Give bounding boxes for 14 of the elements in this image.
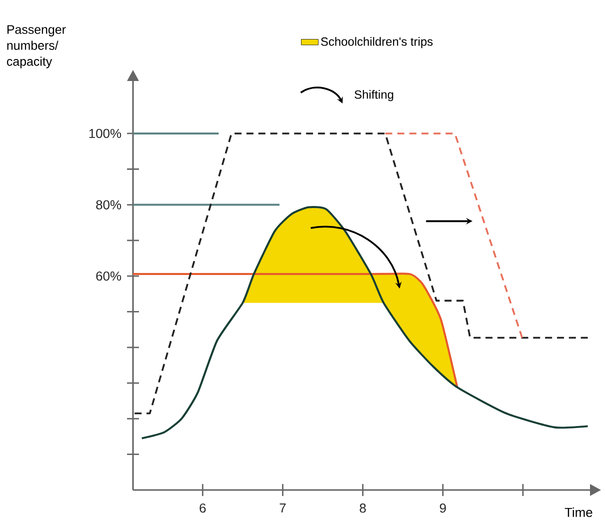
y-tick-label: 100% bbox=[89, 128, 122, 138]
y-tick-label: 60% bbox=[96, 271, 122, 281]
y-tick-label: 80% bbox=[96, 200, 122, 210]
x-tick-label: 9 bbox=[440, 503, 446, 513]
legend-label: Schoolchildren's trips bbox=[321, 37, 433, 48]
y-axis-title: Passenger numbers/ capacity bbox=[6, 25, 66, 68]
annotation: Shifting bbox=[354, 90, 394, 102]
x-axis-title: Time bbox=[564, 507, 592, 517]
x-tick-label: 8 bbox=[360, 503, 366, 513]
line-series bbox=[132, 272, 458, 388]
line-series bbox=[134, 132, 589, 414]
line-series bbox=[140, 206, 589, 440]
x-tick-label: 7 bbox=[280, 503, 286, 512]
x-tick-label: 6 bbox=[200, 503, 206, 513]
